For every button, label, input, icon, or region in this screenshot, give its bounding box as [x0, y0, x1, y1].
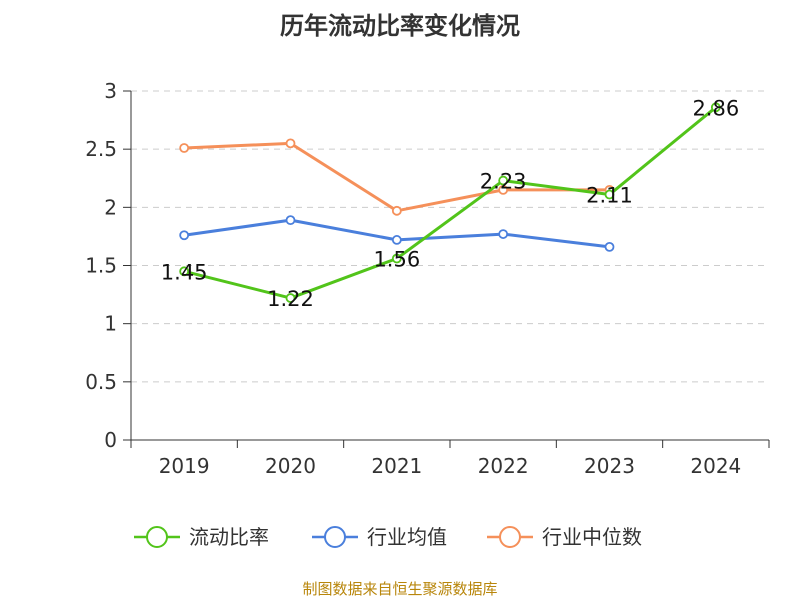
series-line-2 [184, 141, 610, 213]
data-label: 1.56 [373, 248, 420, 272]
data-point [391, 205, 402, 216]
data-point [604, 241, 615, 252]
data-point [285, 215, 296, 226]
x-tick-label: 2020 [265, 454, 316, 478]
data-point [391, 253, 402, 264]
legend-marker [499, 526, 521, 548]
legend-label: 行业均值 [367, 525, 447, 549]
data-label: 2.86 [692, 96, 739, 120]
data-point [498, 175, 509, 186]
series-line-0 [183, 106, 717, 300]
y-tick-label: 1 [104, 312, 117, 336]
data-label: 2.23 [480, 170, 527, 194]
data-point [604, 189, 615, 200]
legend-marker [146, 526, 168, 548]
y-tick-label: 3 [104, 79, 117, 103]
data-point [498, 229, 509, 239]
data-point [285, 293, 296, 303]
legend-label: 流动比率 [189, 525, 269, 549]
x-tick-label: 2024 [690, 454, 741, 478]
data-point [179, 266, 190, 277]
data-label: 1.22 [267, 287, 314, 311]
y-tick-label: 0.5 [85, 370, 117, 394]
y-tick-label: 2 [104, 195, 117, 219]
x-tick-label: 2019 [159, 454, 210, 478]
legend-marker [324, 526, 346, 548]
x-tick-label: 2021 [371, 454, 422, 478]
data-source-note: 制图数据来自恒生聚源数据库 [302, 580, 498, 598]
data-point [498, 184, 509, 195]
y-tick-label: 2.5 [85, 137, 117, 161]
legend-label: 行业中位数 [542, 525, 642, 549]
chart-title: 历年流动比率变化情况 [280, 12, 520, 40]
data-point [179, 230, 190, 241]
data-point [391, 235, 402, 245]
data-point [710, 102, 721, 113]
x-tick-label: 2023 [584, 454, 635, 478]
y-tick-label: 0 [104, 428, 117, 452]
data-point [285, 138, 296, 149]
data-label: 1.45 [161, 260, 208, 284]
data-label: 2.11 [586, 184, 633, 208]
y-tick-label: 1.5 [85, 254, 117, 278]
data-point [179, 143, 190, 153]
x-tick-label: 2022 [478, 454, 529, 478]
